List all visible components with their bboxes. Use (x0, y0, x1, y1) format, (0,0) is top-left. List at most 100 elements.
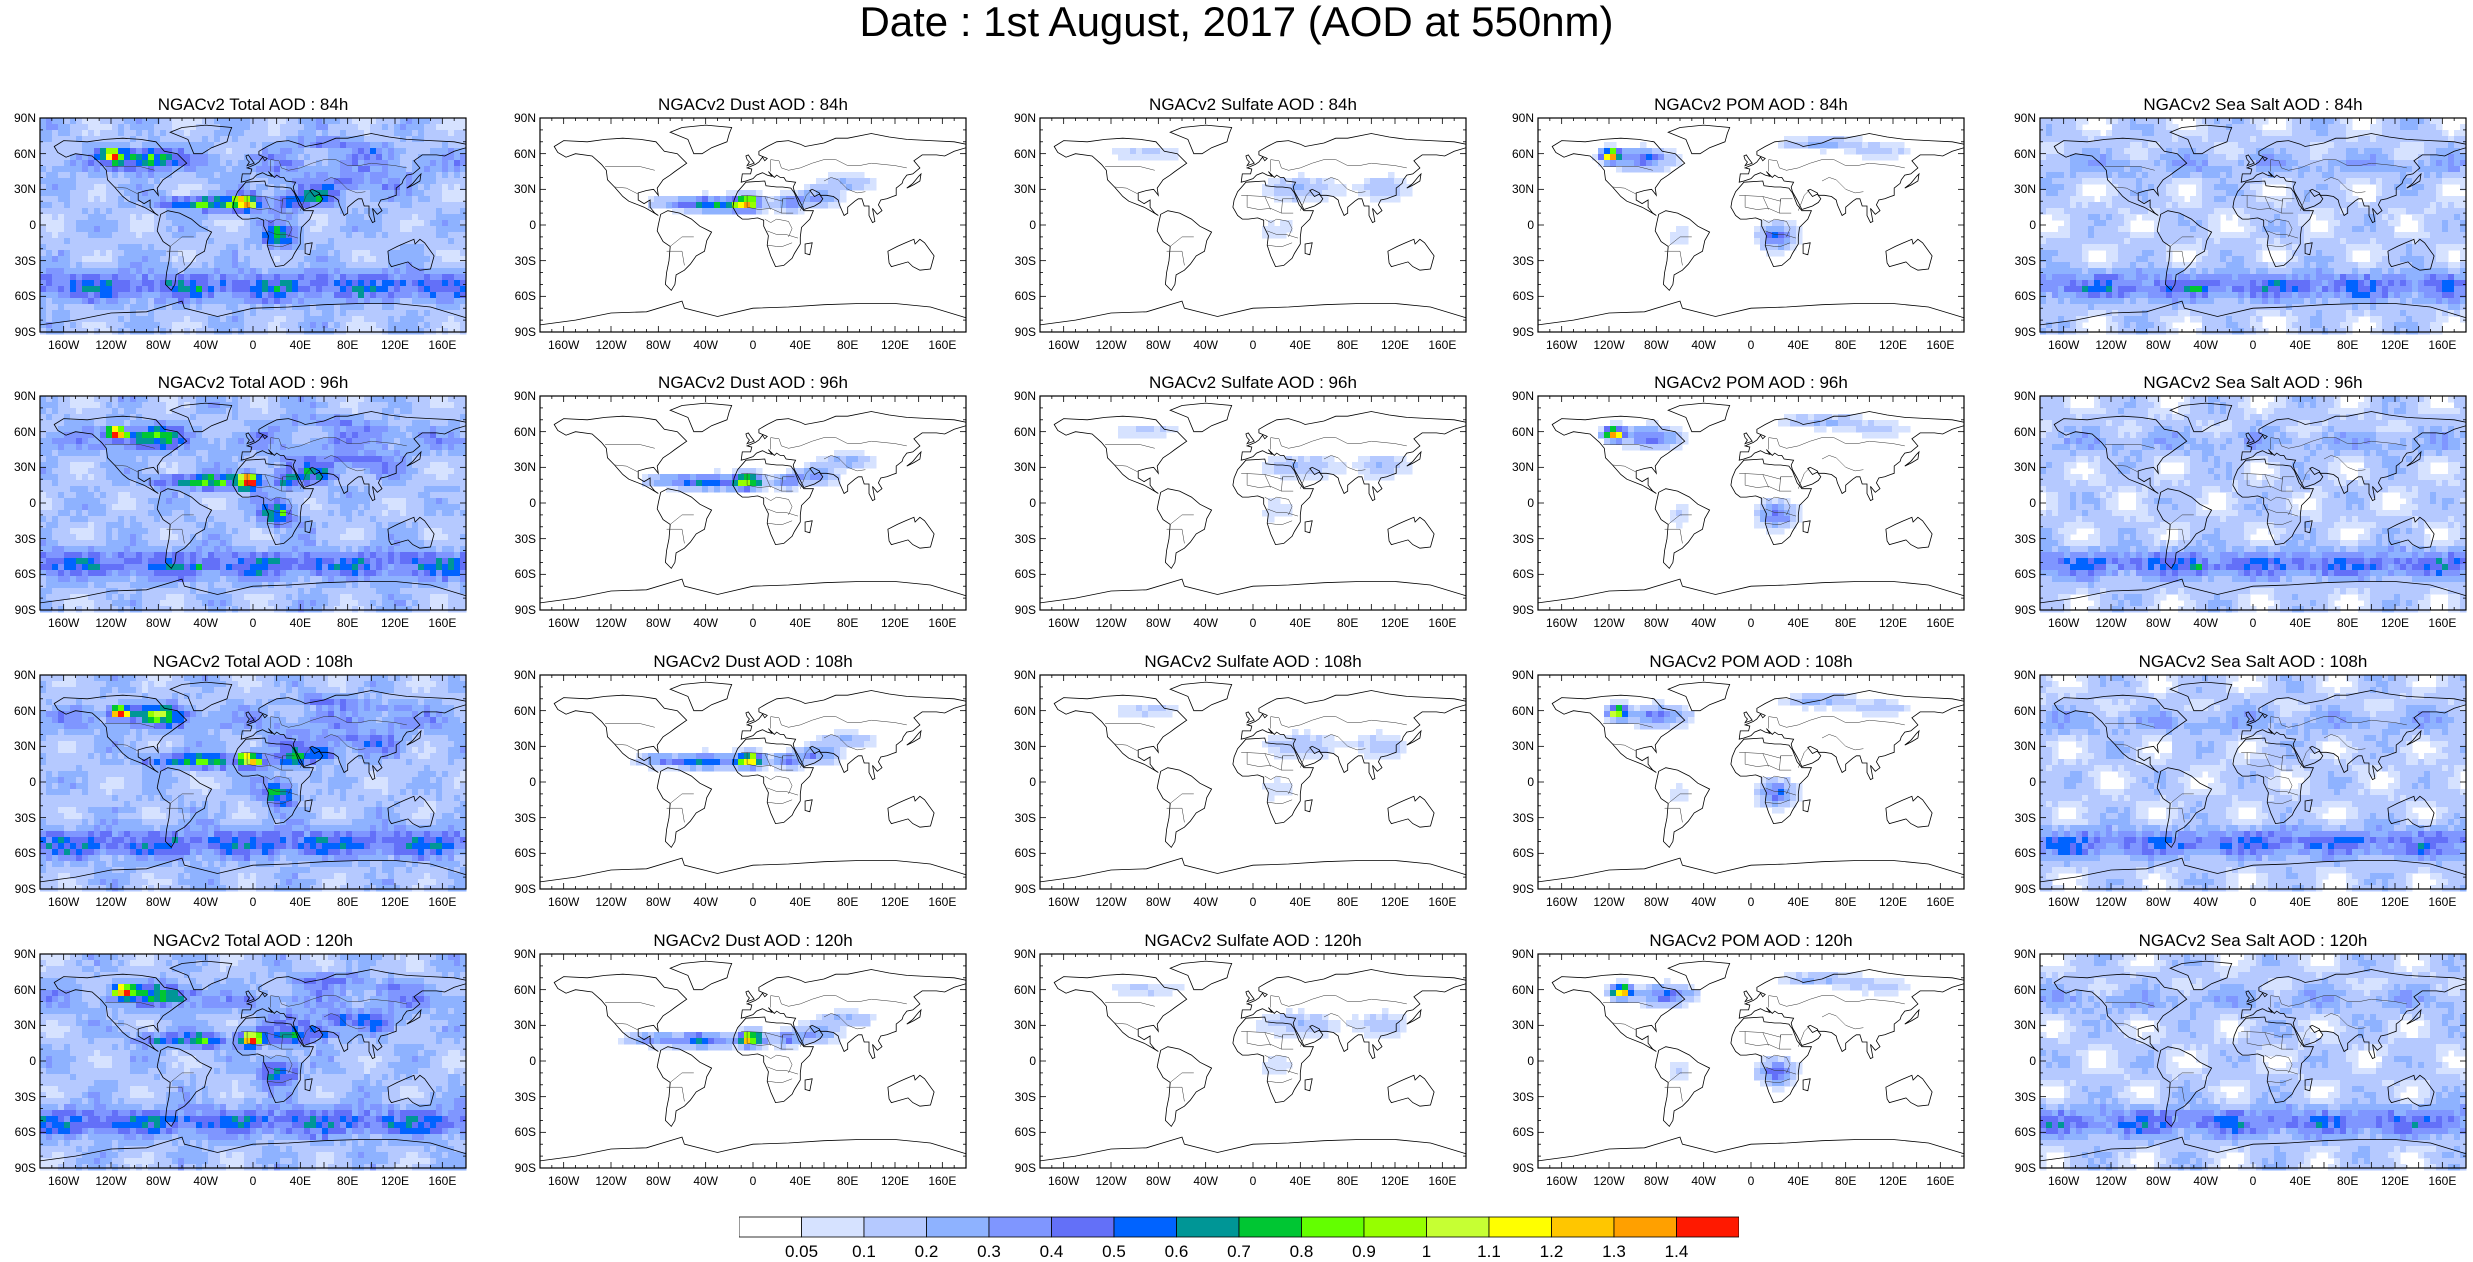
aod-field (648, 172, 877, 215)
lon-tick-label: 120W (1589, 616, 1629, 630)
lon-tick-label: 40E (1778, 338, 1818, 352)
lat-tick-label: 30N (502, 739, 536, 753)
lat-tick-label: 60S (1500, 567, 1534, 581)
lon-tick-label: 40W (686, 616, 726, 630)
lat-tick-label: 90S (2, 882, 36, 896)
lat-tick-label: 60N (1500, 147, 1534, 161)
lon-tick-label: 160W (1044, 338, 1084, 352)
lat-tick-label: 30S (1002, 532, 1036, 546)
lat-tick-label: 90N (1500, 389, 1534, 403)
lat-tick-label: 0 (1500, 775, 1534, 789)
aod-map (40, 118, 466, 332)
aod-field (2040, 118, 2467, 335)
lon-tick-label: 120W (2091, 1174, 2131, 1188)
aod-field (40, 675, 467, 892)
lon-tick-label: 40W (1186, 1174, 1226, 1188)
lat-tick-label: 30S (1500, 1090, 1534, 1104)
lon-tick-label: 80E (1826, 616, 1866, 630)
lon-tick-label: 80W (2138, 338, 2178, 352)
map-ticks (540, 118, 966, 332)
map-frame (1040, 954, 1466, 1168)
lat-tick-label: 0 (1002, 218, 1036, 232)
lat-tick-label: 60S (502, 567, 536, 581)
lat-tick-label: 90S (1500, 1161, 1534, 1175)
colorbar-label: 1 (1407, 1242, 1447, 1262)
lon-tick-label: 120E (2375, 1174, 2415, 1188)
colorbar-label: 1.1 (1469, 1242, 1509, 1262)
lon-tick-label: 120E (875, 895, 915, 909)
colorbar-label: 0.2 (907, 1242, 947, 1262)
lon-tick-label: 120E (1375, 1174, 1415, 1188)
panel-title: NGACv2 Dust AOD : 84h (553, 95, 953, 115)
lat-tick-label: 60S (2002, 846, 2036, 860)
panel-title: NGACv2 Sulfate AOD : 96h (1053, 373, 1453, 393)
lon-tick-label: 120W (1091, 1174, 1131, 1188)
lon-tick-label: 120E (375, 616, 415, 630)
lon-tick-label: 40E (280, 338, 320, 352)
lon-tick-label: 40W (186, 338, 226, 352)
lat-tick-label: 0 (1002, 775, 1036, 789)
lat-tick-label: 60S (2002, 1125, 2036, 1139)
lat-tick-label: 60N (502, 704, 536, 718)
colorbar-box (802, 1217, 865, 1237)
aod-map (40, 954, 466, 1168)
lon-tick-label: 80W (138, 895, 178, 909)
panel-title: NGACv2 Sea Salt AOD : 108h (2053, 652, 2453, 672)
lat-tick-label: 60S (1500, 1125, 1534, 1139)
main-title: Date : 1st August, 2017 (AOD at 550nm) (0, 0, 2473, 50)
lat-tick-label: 90S (2, 325, 36, 339)
lat-tick-label: 60S (502, 1125, 536, 1139)
lon-tick-label: 80E (828, 1174, 868, 1188)
panel-title: NGACv2 POM AOD : 96h (1551, 373, 1951, 393)
lon-tick-label: 40E (2280, 616, 2320, 630)
lat-tick-label: 30S (1500, 254, 1534, 268)
lon-tick-label: 80E (1328, 895, 1368, 909)
panel-title: NGACv2 Total AOD : 108h (53, 652, 453, 672)
lon-tick-label: 80E (2328, 1174, 2368, 1188)
lon-tick-label: 0 (733, 338, 773, 352)
panel-title: NGACv2 Dust AOD : 108h (553, 652, 953, 672)
lat-tick-label: 90N (502, 668, 536, 682)
lon-tick-label: 160W (44, 895, 84, 909)
colorbar-box (1489, 1217, 1552, 1237)
coastlines (1040, 682, 1466, 882)
colorbar-label: 0.3 (969, 1242, 1009, 1262)
lon-tick-label: 120W (1091, 338, 1131, 352)
lon-tick-label: 80W (1636, 338, 1676, 352)
lon-tick-label: 80E (828, 895, 868, 909)
lon-tick-label: 160W (1044, 616, 1084, 630)
lon-tick-label: 120W (1091, 895, 1131, 909)
lat-tick-label: 30S (2, 532, 36, 546)
lon-tick-label: 40W (2186, 1174, 2226, 1188)
lon-tick-label: 120W (91, 338, 131, 352)
coastlines (1040, 403, 1466, 603)
lon-tick-label: 120W (1589, 895, 1629, 909)
lon-tick-label: 80W (138, 338, 178, 352)
lat-tick-label: 90N (2, 389, 36, 403)
lon-tick-label: 80E (1328, 616, 1368, 630)
lon-tick-label: 80E (2328, 895, 2368, 909)
aod-map (540, 954, 966, 1168)
lon-tick-label: 40E (1778, 1174, 1818, 1188)
lat-tick-label: 60N (2, 147, 36, 161)
panel-title: NGACv2 Total AOD : 96h (53, 373, 453, 393)
lat-tick-label: 0 (1500, 496, 1534, 510)
lon-tick-label: 40W (1186, 616, 1226, 630)
lat-tick-label: 90S (1500, 882, 1534, 896)
lat-tick-label: 30N (2002, 182, 2036, 196)
lat-tick-label: 90S (2002, 1161, 2036, 1175)
aod-map (1040, 954, 1466, 1168)
lat-tick-label: 30S (2002, 811, 2036, 825)
lon-tick-label: 40E (1778, 616, 1818, 630)
lat-tick-label: 30S (502, 532, 536, 546)
lon-tick-label: 160E (422, 1174, 462, 1188)
colorbar-label: 0.4 (1032, 1242, 1072, 1262)
lon-tick-label: 80W (1636, 1174, 1676, 1188)
lat-tick-label: 60N (502, 983, 536, 997)
colorbar (739, 1216, 1739, 1238)
lat-tick-label: 0 (2, 775, 36, 789)
lat-tick-label: 30N (2002, 1018, 2036, 1032)
lon-tick-label: 0 (1731, 616, 1771, 630)
lon-tick-label: 80W (638, 895, 678, 909)
lon-tick-label: 160E (1422, 1174, 1462, 1188)
